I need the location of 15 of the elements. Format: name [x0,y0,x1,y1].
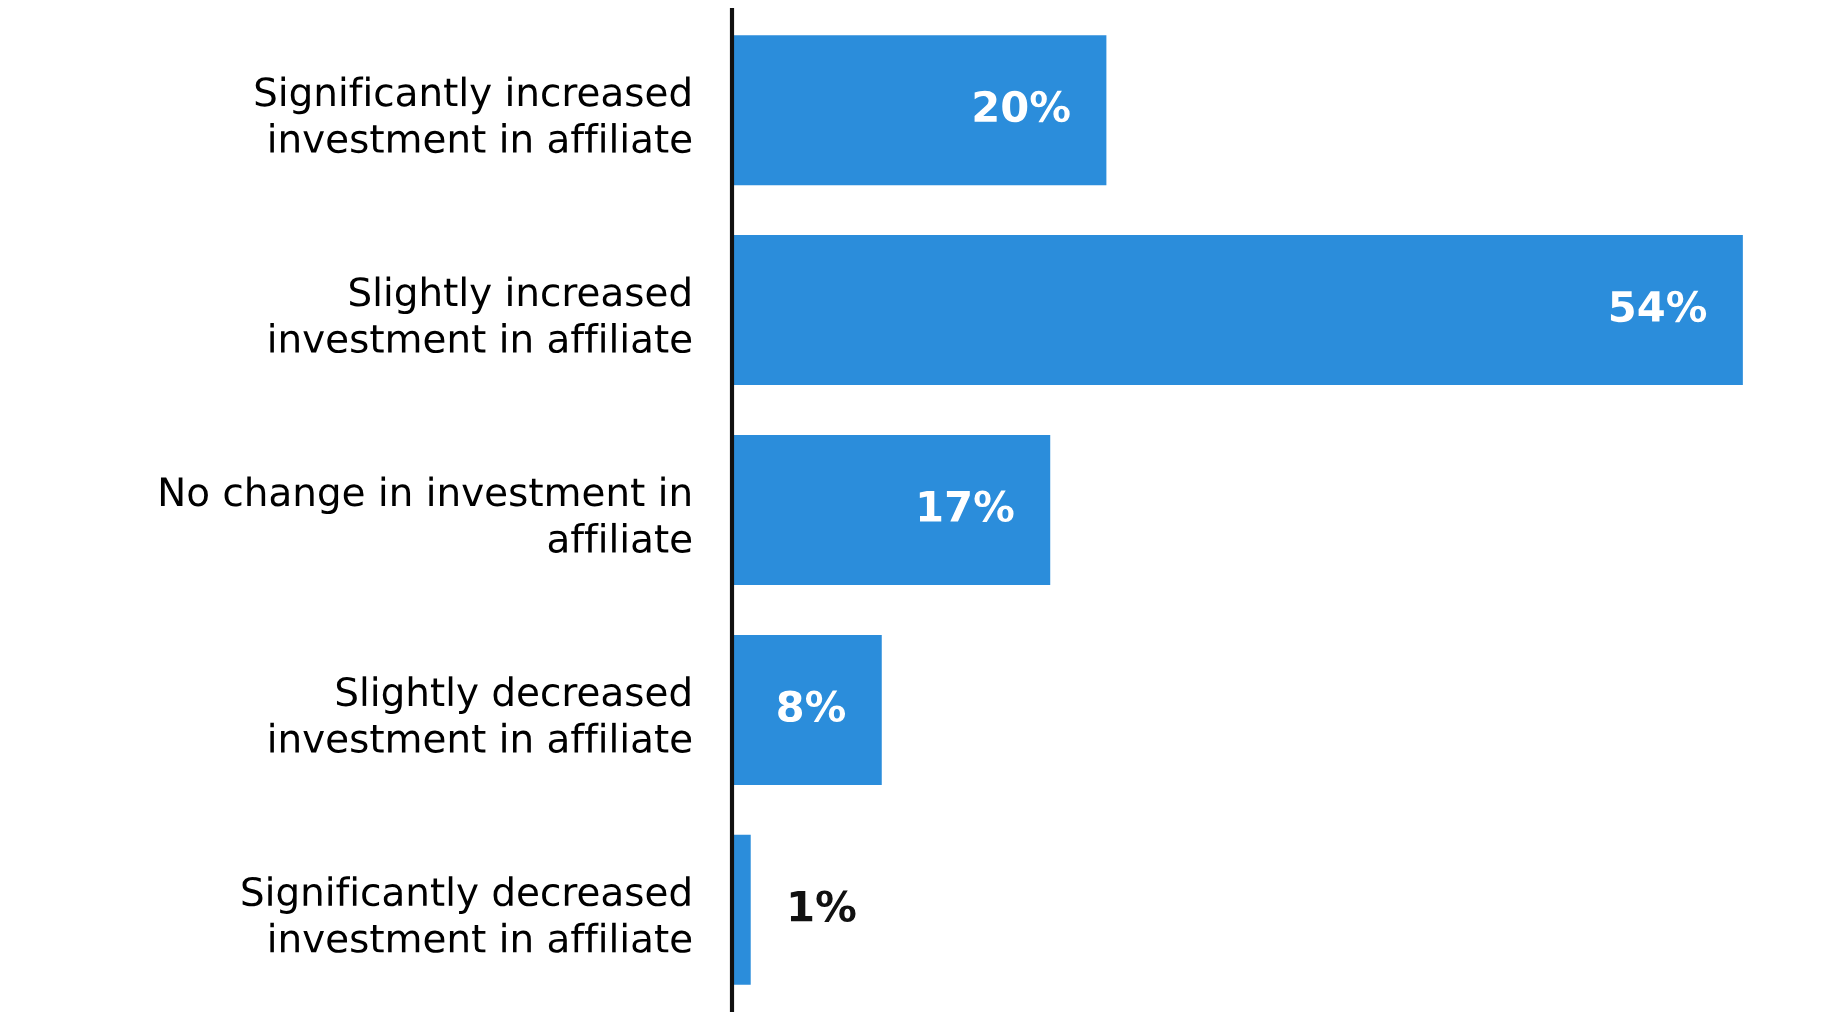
bar [732,35,1107,186]
data-label: 8% [778,690,846,723]
data-label: 1% [790,890,856,922]
y-tick-label: Slightly increased investment in affiliate [270,276,692,354]
data-label: 20% [974,90,1070,123]
data-label: 54% [1610,290,1707,323]
data-label: 17% [919,490,1014,523]
y-tick-label: Slightly decreased investment in affiliate [270,676,692,753]
bar [732,235,1743,386]
y-tick-label: No change in investment in affiliate [160,476,692,554]
y-tick-label: Significantly increased investment in affiliate [255,76,692,154]
bar [732,634,882,785]
y-tick-label: Significantly decreased investment in affiliate [242,876,692,953]
bar [732,834,751,985]
bar [732,435,1051,585]
